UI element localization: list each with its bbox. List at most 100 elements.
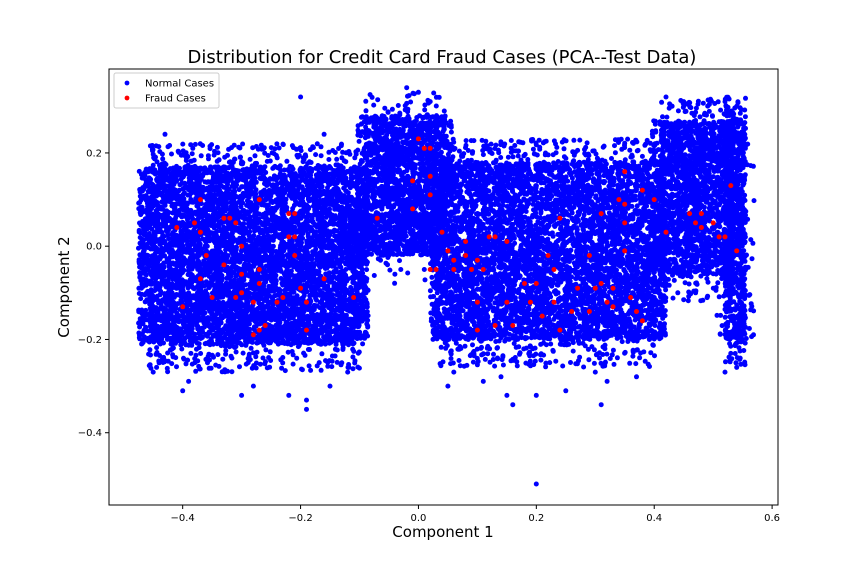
normal-case-point — [187, 296, 193, 302]
normal-case-point — [177, 278, 183, 284]
normal-case-point — [266, 283, 272, 289]
normal-case-point — [266, 187, 272, 193]
normal-case-point — [272, 293, 277, 299]
normal-case-point — [160, 306, 166, 312]
normal-case-point — [168, 249, 174, 255]
normal-case-point — [152, 288, 158, 294]
normal-case-point — [349, 288, 355, 293]
normal-case-point — [202, 179, 208, 185]
normal-case-point — [216, 214, 222, 220]
normal-case-point — [229, 258, 235, 263]
normal-case-point — [239, 327, 245, 333]
normal-case-point — [319, 207, 325, 213]
normal-case-point — [343, 175, 349, 181]
normal-case-point — [201, 283, 207, 289]
normal-case-point — [295, 320, 301, 326]
normal-case-point — [179, 175, 185, 181]
normal-case-point — [304, 238, 310, 244]
normal-case-point — [174, 292, 180, 298]
normal-case-point — [300, 235, 306, 241]
normal-case-point — [169, 172, 175, 178]
normal-case-point — [324, 228, 330, 234]
normal-case-point — [341, 185, 347, 191]
normal-case-point — [255, 339, 261, 345]
normal-case-point — [209, 290, 215, 296]
normal-case-point — [247, 229, 253, 235]
normal-case-point — [183, 247, 189, 252]
normal-case-point — [312, 222, 318, 228]
normal-case-point — [325, 333, 331, 339]
normal-case-point — [221, 196, 227, 202]
normal-case-point — [190, 330, 195, 336]
normal-case-point — [314, 303, 320, 309]
normal-case-point — [332, 329, 338, 335]
normal-case-point — [323, 328, 328, 333]
normal-case-point — [231, 312, 237, 318]
normal-case-point — [313, 318, 318, 324]
normal-case-point — [204, 319, 210, 325]
normal-case-point — [215, 259, 221, 265]
normal-case-point — [280, 234, 286, 240]
normal-case-point — [270, 182, 276, 188]
normal-case-point — [243, 282, 249, 288]
normal-case-point — [325, 209, 331, 215]
normal-case-point — [200, 307, 206, 313]
normal-case-point — [246, 169, 252, 175]
normal-case-point — [331, 181, 337, 187]
normal-case-point — [253, 323, 259, 329]
normal-case-point — [246, 319, 252, 325]
normal-case-point — [188, 274, 194, 280]
normal-case-point — [251, 291, 257, 297]
normal-case-point — [212, 314, 218, 320]
normal-case-point — [287, 300, 293, 306]
normal-case-point — [256, 295, 262, 301]
normal-case-point — [328, 311, 334, 317]
normal-case-point — [269, 333, 275, 339]
normal-case-point — [287, 172, 292, 178]
normal-case-point — [278, 180, 284, 186]
chart-title: Distribution for Credit Card Fraud Cases… — [188, 47, 697, 68]
normal-case-point — [235, 168, 241, 174]
normal-case-point — [179, 212, 185, 218]
normal-case-point — [240, 234, 246, 240]
normal-case-point — [329, 201, 334, 207]
normal-case-point — [255, 218, 261, 224]
normal-case-point — [310, 181, 315, 187]
normal-case-point — [349, 176, 355, 182]
normal-case-point — [294, 328, 299, 334]
normal-case-point — [160, 324, 166, 330]
normal-case-point — [173, 302, 179, 308]
normal-case-point — [335, 176, 341, 182]
normal-case-point — [182, 280, 187, 286]
normal-case-point — [297, 225, 303, 230]
normal-case-point — [319, 191, 325, 197]
normal-case-point — [206, 283, 211, 289]
normal-case-point — [324, 265, 330, 271]
normal-case-point — [239, 308, 245, 314]
normal-case-point — [208, 218, 214, 224]
normal-case-point — [166, 261, 172, 267]
normal-case-point — [313, 323, 319, 329]
normal-case-point — [247, 224, 253, 230]
normal-case-point — [293, 264, 299, 270]
normal-case-point — [318, 314, 323, 320]
normal-case-point — [223, 202, 229, 208]
normal-case-point — [219, 238, 225, 243]
normal-case-point — [186, 229, 192, 235]
normal-case-point — [350, 341, 356, 347]
normal-case-point — [215, 201, 221, 206]
normal-case-point — [224, 324, 230, 330]
normal-case-point — [175, 188, 181, 194]
normal-case-point — [216, 299, 222, 305]
normal-case-point — [332, 233, 337, 239]
normal-case-point — [233, 247, 239, 253]
normal-case-point — [209, 181, 215, 187]
normal-case-point — [290, 286, 296, 292]
normal-case-point — [180, 192, 186, 198]
normal-case-point — [148, 281, 154, 287]
normal-case-point — [281, 239, 287, 245]
normal-case-point — [194, 255, 200, 261]
normal-case-point — [277, 324, 283, 330]
normal-case-point — [286, 336, 292, 342]
normal-case-point — [227, 211, 233, 217]
